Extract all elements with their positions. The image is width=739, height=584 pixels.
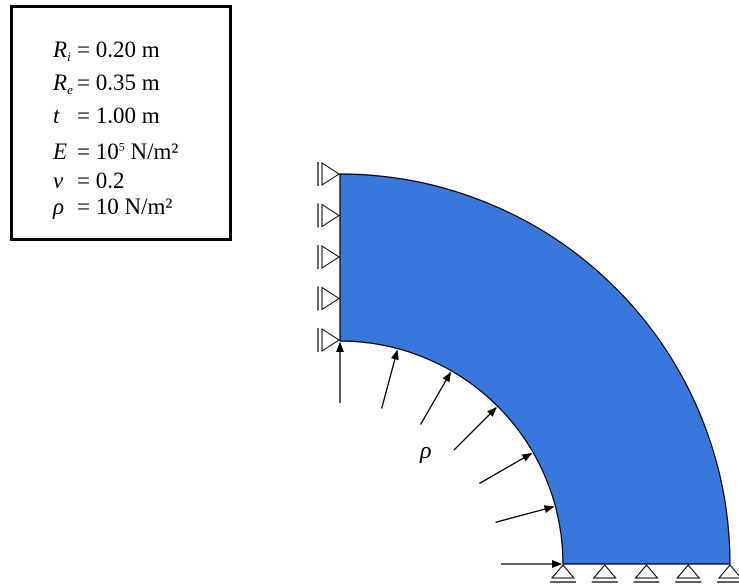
pressure-arrow [479, 452, 533, 485]
internal-pressure-arrows [336, 342, 562, 568]
param-value: = 0.2 [77, 168, 125, 193]
left-support-roller [317, 245, 340, 269]
param-inner-radius: Ri = 0.20 m [53, 38, 160, 63]
param-density: ρ = 10 N/m² [53, 195, 172, 218]
param-value: = 1.00 m [77, 103, 160, 128]
quarter-annulus-section [339, 173, 731, 565]
pressure-load-label: ρ [420, 438, 432, 464]
left-support-roller [317, 328, 340, 352]
pressure-arrow [495, 505, 555, 523]
param-value: = 0.20 m [77, 37, 160, 62]
param-symbol: ρ [53, 194, 65, 219]
param-symbol: v [53, 168, 64, 193]
left-support-roller [317, 162, 340, 186]
bottom-support-roller [717, 564, 739, 583]
left-support-roller [317, 203, 340, 228]
material-parameters-box: Ri = 0.20 m Re = 0.35 m t = 1.00 m E = 105 N… [10, 5, 232, 241]
left-support-roller [317, 286, 340, 311]
bottom-support-roller [675, 564, 702, 583]
param-value: = 105 N/m² [77, 139, 179, 164]
param-value: = 10 N/m² [77, 194, 173, 219]
bottom-support-roller [550, 564, 576, 583]
param-youngs-modulus: E = 105 N/m² [53, 140, 178, 163]
param-symbol: E [53, 139, 68, 164]
param-outer-radius: Re = 0.35 m [53, 71, 160, 96]
bottom-support-roller [633, 564, 660, 583]
param-symbol: Re [53, 70, 73, 97]
pressure-arrow [453, 407, 497, 451]
pressure-arrow [381, 349, 399, 409]
bottom-edge-supports [550, 564, 739, 583]
pressure-arrow [419, 371, 452, 425]
param-poisson-ratio: v = 0.2 [53, 169, 124, 192]
param-symbol: t [53, 103, 60, 128]
param-value: = 0.35 m [77, 70, 160, 95]
param-thickness: t = 1.00 m [53, 104, 160, 127]
left-edge-supports [317, 162, 340, 352]
param-symbol: Ri [53, 37, 71, 64]
bottom-support-roller [591, 564, 618, 583]
